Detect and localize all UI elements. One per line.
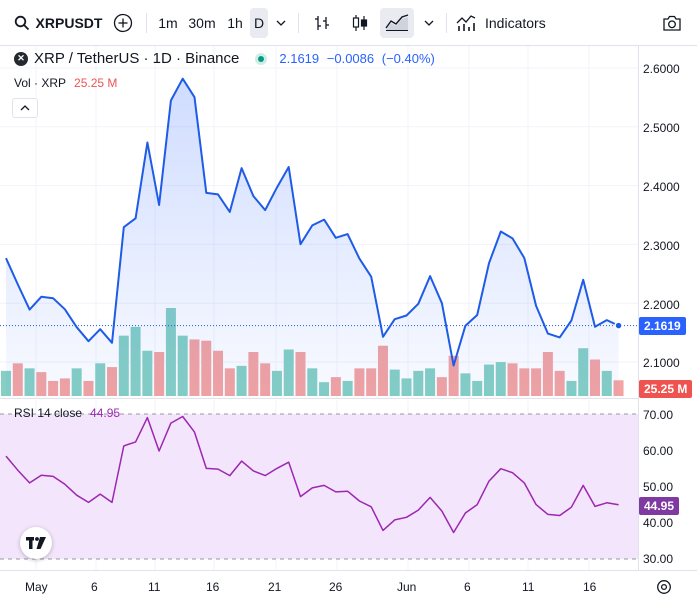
time-axis-label: 11	[148, 580, 161, 594]
candles-chart-type-button[interactable]	[346, 8, 374, 38]
rsi-axis-label: 50.00	[643, 480, 674, 494]
bar-chart-type-button[interactable]	[308, 8, 336, 38]
time-axis-label: 16	[583, 580, 597, 594]
candles-icon	[352, 15, 368, 31]
rsi-legend-label[interactable]: RSI 14 close	[14, 406, 83, 420]
chart-type-dropdown-button[interactable]	[420, 8, 438, 38]
rsi-axis-label: 40.00	[643, 516, 674, 530]
snapshot-button[interactable]	[658, 8, 686, 38]
price-axis-label: 2.4000	[643, 180, 680, 194]
price-area-fill	[6, 78, 619, 396]
area-chart-type-button[interactable]	[380, 8, 414, 38]
chart-settings-button[interactable]	[655, 578, 673, 601]
toolbar-separator	[146, 13, 147, 33]
chevron-down-icon	[276, 20, 286, 26]
interval-d-button[interactable]: D	[250, 8, 268, 38]
rsi-legend: RSI 14 close 44.95	[14, 406, 120, 420]
rsi-axis-label: 70.00	[643, 408, 674, 422]
camera-icon	[663, 15, 681, 31]
compare-symbol-button[interactable]	[110, 8, 136, 38]
tradingview-logo[interactable]	[20, 527, 52, 559]
indicators-button[interactable]: Indicators	[456, 8, 552, 38]
price-axis-label: 2.1000	[643, 356, 680, 370]
series-title[interactable]: XRP / TetherUS · 1D · Binance	[34, 50, 240, 67]
rsi-axis-label: 30.00	[643, 552, 674, 566]
time-axis-label: 6	[91, 580, 98, 594]
indicators-label: Indicators	[485, 15, 546, 31]
legend-change-pct: (−0.40%)	[381, 51, 435, 66]
price-axis-label: 2.5000	[643, 121, 680, 135]
symbol-search-button[interactable]: XRPUSDT	[10, 8, 106, 38]
last-price-dot	[614, 321, 623, 330]
chevron-down-icon	[424, 20, 434, 26]
area-chart-icon	[385, 14, 409, 31]
plus-circle-icon	[113, 13, 133, 33]
volume-legend: Vol · XRP 25.25 M	[14, 76, 117, 90]
legend-price: 2.1619	[279, 51, 320, 66]
price-axis-label: 2.3000	[643, 239, 680, 253]
rsi-value-tag: 44.95	[639, 497, 680, 515]
rsi-legend-value: 44.95	[90, 406, 121, 420]
time-axis-label: 16	[206, 580, 220, 594]
rsi-line	[5, 415, 619, 534]
market-status-dot[interactable]	[255, 52, 268, 65]
bars-icon	[315, 16, 329, 30]
interval-dropdown-button[interactable]	[272, 8, 290, 38]
tradingview-logo-icon	[26, 537, 46, 549]
interval-1h-button[interactable]: 1h	[227, 15, 243, 31]
volume-tag: 25.25 M	[639, 380, 693, 398]
chevron-up-icon	[20, 105, 30, 111]
search-icon	[14, 15, 29, 31]
last-price-tag: 2.1619	[639, 317, 686, 335]
volume-legend-value: 25.25 M	[74, 76, 118, 90]
indicators-icon	[456, 15, 476, 31]
time-axis-label: 21	[268, 580, 282, 594]
price-axis-label: 2.2000	[643, 298, 680, 312]
legend-change: −0.0086	[326, 51, 375, 66]
symbol-label: XRPUSDT	[35, 15, 103, 31]
volume-legend-label[interactable]: Vol · XRP	[14, 76, 67, 90]
interval-1m-button[interactable]: 1m	[158, 15, 178, 31]
main-legend: ✕ XRP / TetherUS · 1D · Binance 2.1619 −…	[14, 50, 435, 67]
toolbar-separator	[446, 13, 447, 33]
top-toolbar: XRPUSDT 1m 30m 1h D Indicators	[0, 0, 697, 46]
collapse-legend-button[interactable]	[12, 98, 38, 118]
time-axis-label: Jun	[397, 580, 417, 594]
price-line	[5, 77, 620, 367]
legend-values: 2.1619 −0.0086 (−0.40%)	[279, 51, 435, 66]
time-axis-label: 6	[464, 580, 471, 594]
toolbar-separator	[298, 13, 299, 33]
interval-30m-button[interactable]: 30m	[188, 15, 216, 31]
rsi-axis-label: 60.00	[643, 444, 674, 458]
time-axis-label: May	[25, 580, 48, 594]
gear-icon	[657, 580, 671, 594]
price-axis-label: 2.6000	[643, 62, 680, 76]
time-axis-label: 26	[329, 580, 343, 594]
time-axis-label: 11	[522, 580, 535, 594]
xrp-logo: ✕	[14, 51, 28, 66]
